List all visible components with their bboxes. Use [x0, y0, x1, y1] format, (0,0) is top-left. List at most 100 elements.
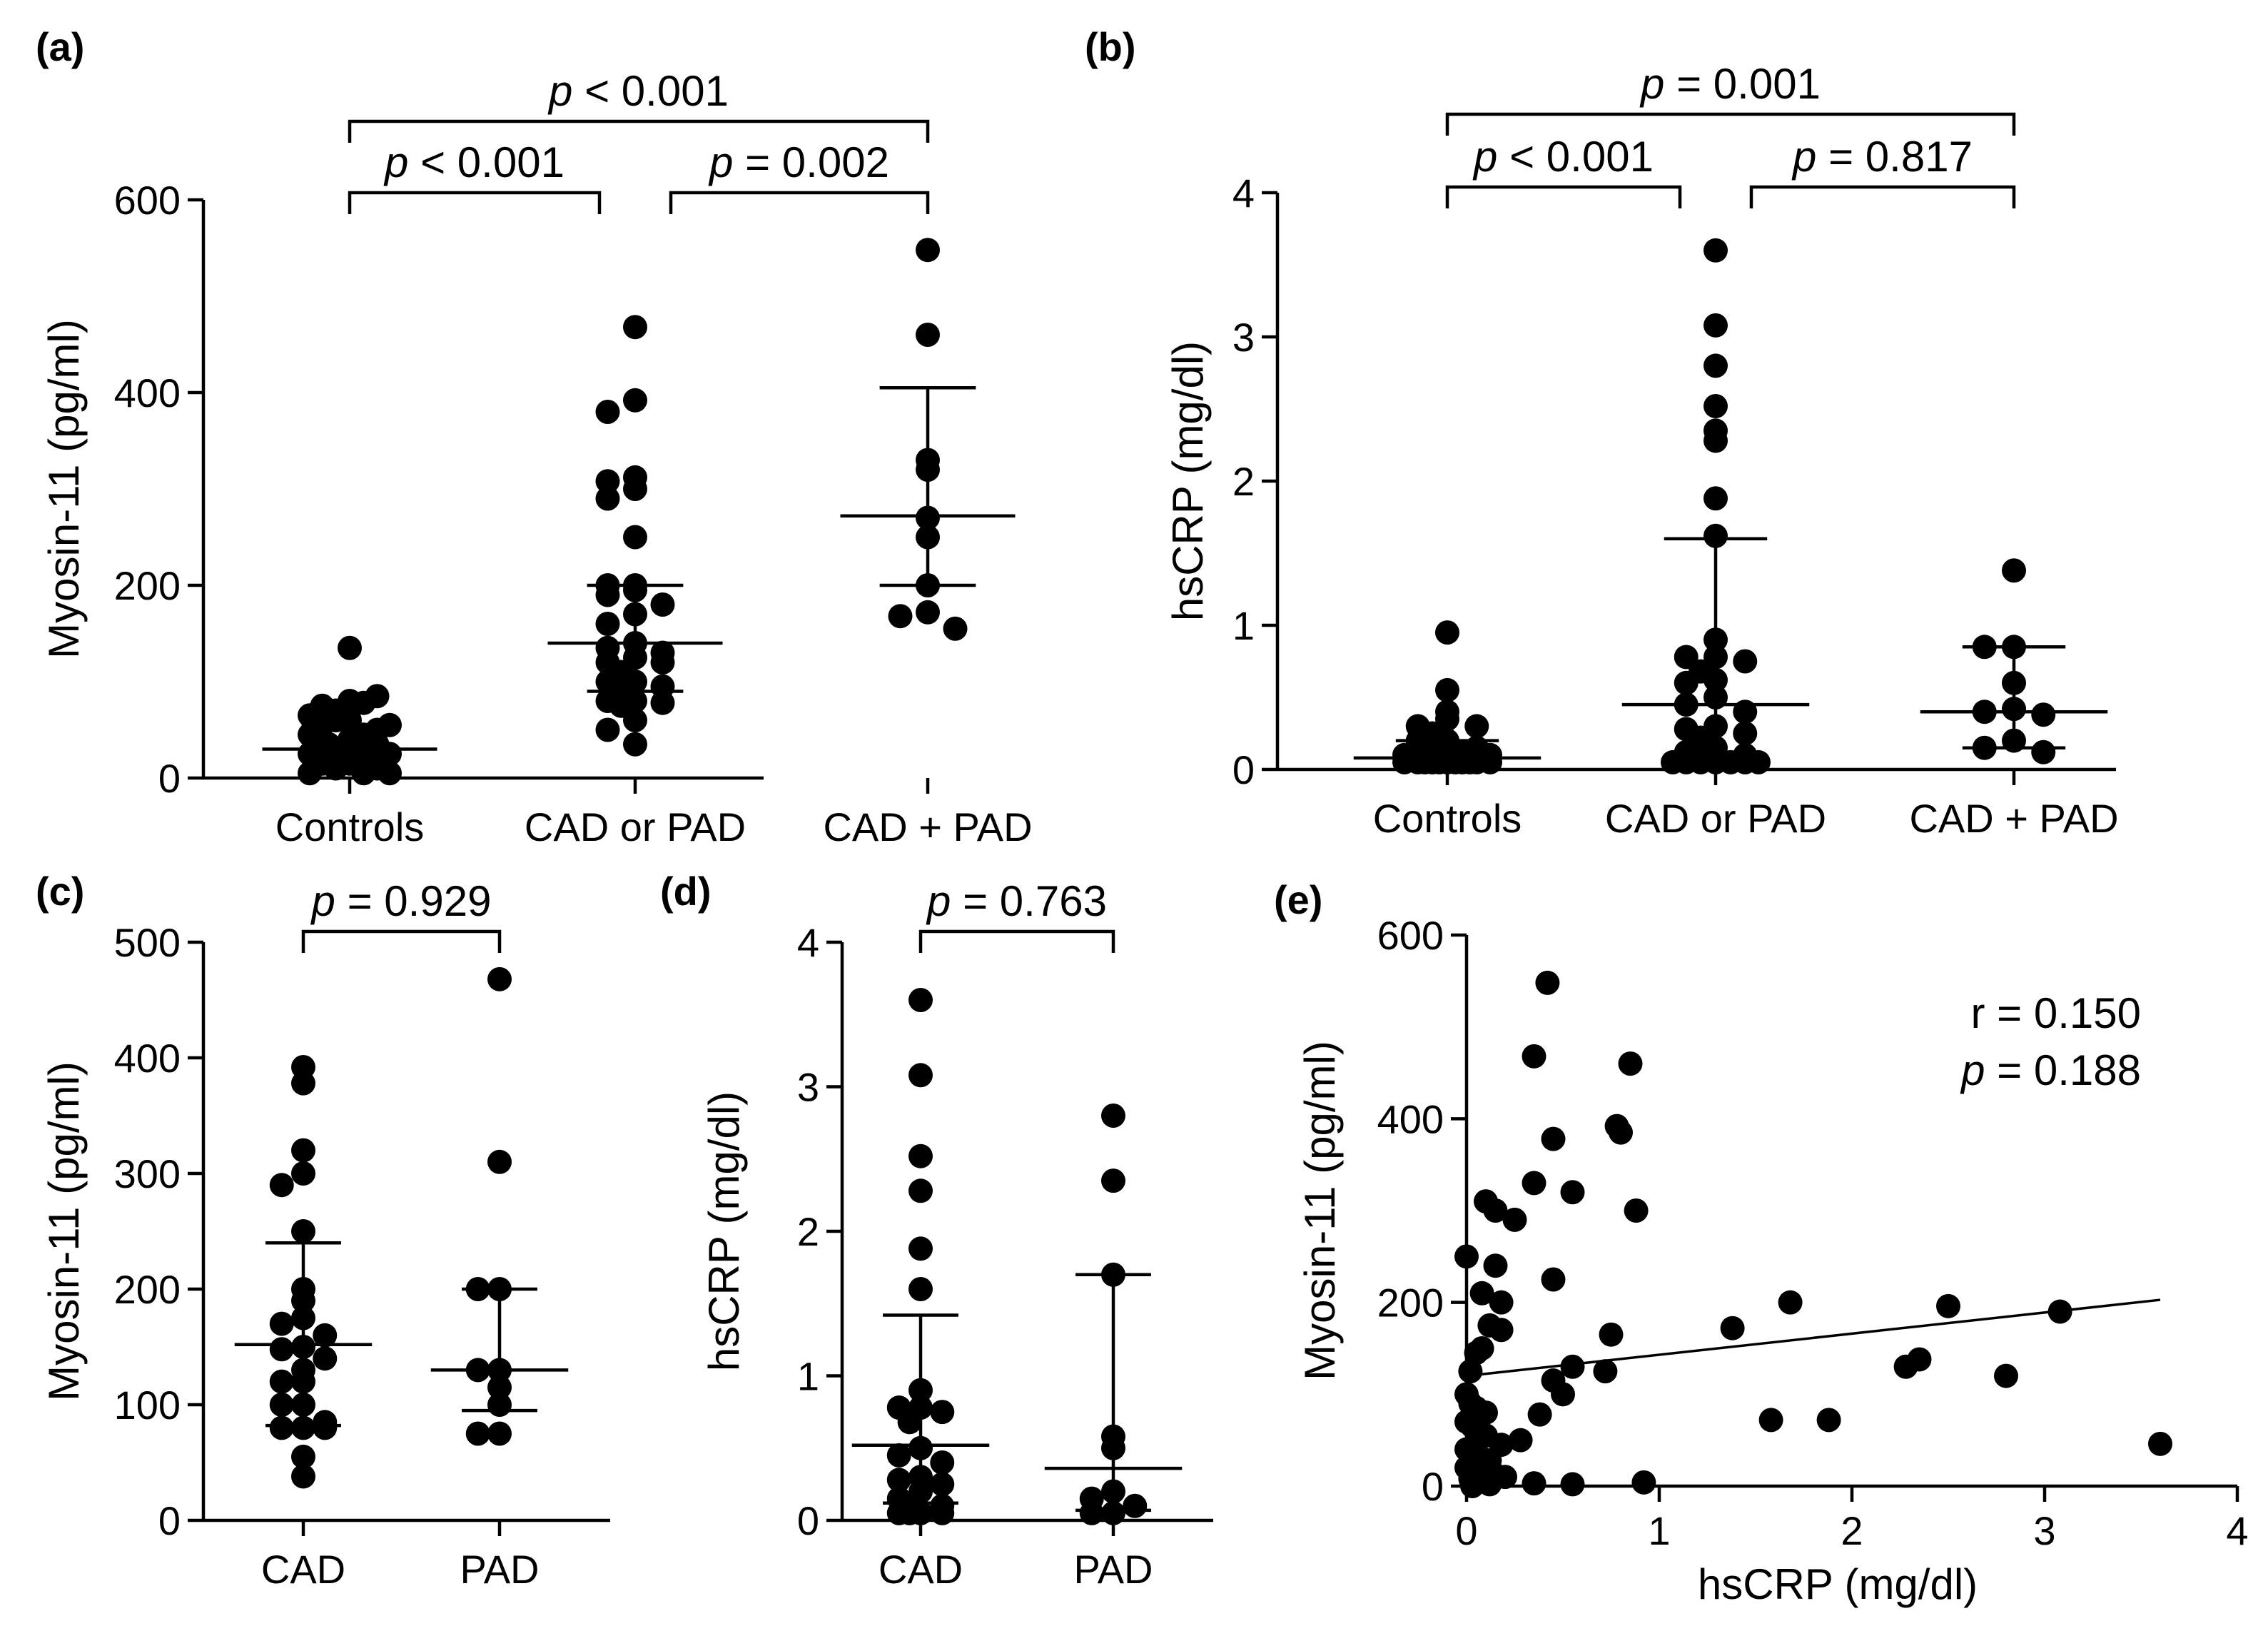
category-label: CAD — [261, 1547, 345, 1592]
data-point — [595, 582, 620, 607]
panel-label-c: (c) — [36, 869, 84, 914]
data-point — [916, 323, 940, 347]
panel-c: (c) 0 100 200 300 400 500 Myosin-11 (pg/ml) CAD P… — [36, 869, 610, 1592]
data-point — [1618, 1051, 1643, 1076]
data-point — [1560, 1180, 1585, 1205]
x-tick-label: 3 — [2033, 1508, 2055, 1553]
series-0 — [851, 988, 990, 1525]
data-point — [1703, 393, 1728, 418]
p-value: < 0.001 — [1497, 133, 1654, 181]
data-point — [291, 1161, 315, 1186]
y-tick-label: 400 — [114, 370, 181, 415]
data-point — [1435, 620, 1459, 645]
data-point — [1703, 313, 1728, 338]
p-value-label: p = 0.001 — [1639, 60, 1821, 108]
data-point — [916, 238, 940, 263]
data-point — [623, 315, 647, 340]
data-point — [1994, 1363, 2018, 1388]
data-point — [358, 742, 383, 767]
series-2 — [1920, 558, 2108, 764]
y-tick-label: 0 — [797, 1498, 819, 1543]
category-label: PAD — [460, 1547, 540, 1592]
data-point — [291, 1219, 315, 1243]
y-tick-label: 400 — [1377, 1096, 1444, 1141]
panel-label-a: (a) — [36, 24, 84, 69]
p-symbol: p — [1639, 60, 1664, 108]
data-point — [1489, 1318, 1514, 1343]
p-value-label: p = 0.002 — [708, 138, 889, 186]
y-tick-label: 1 — [1232, 603, 1255, 648]
data-point — [897, 1500, 922, 1525]
data-point — [269, 1311, 294, 1336]
data-point — [1435, 677, 1459, 702]
data-point — [908, 1143, 933, 1168]
y-tick-label: 200 — [114, 563, 181, 608]
y-axis-label: Myosin-11 (pg/ml) — [1296, 1041, 1344, 1380]
data-point — [930, 1472, 955, 1497]
data-point — [888, 604, 913, 629]
p-symbol: p — [708, 138, 733, 186]
data-point — [886, 1468, 911, 1493]
p-value: = 0.001 — [1664, 60, 1821, 108]
data-point — [2148, 1431, 2172, 1456]
data-point — [930, 1500, 955, 1525]
x-tick-label: 1 — [1648, 1508, 1670, 1553]
p-symbol: p — [383, 138, 408, 186]
data-point — [623, 525, 647, 550]
data-point — [1527, 1402, 1552, 1427]
data-point — [1478, 749, 1502, 774]
data-point — [269, 1337, 294, 1362]
correlation-r: r = 0.150 — [1970, 989, 2141, 1037]
data-point — [291, 1444, 315, 1469]
data-point — [908, 1277, 933, 1301]
data-point — [930, 1400, 955, 1425]
data-point — [1535, 970, 1560, 995]
p-value: = 0.929 — [335, 877, 492, 925]
data-point — [1758, 1408, 1783, 1433]
data-point — [1457, 749, 1482, 774]
significance-bracket — [1445, 185, 1682, 208]
data-point — [1560, 1354, 1585, 1379]
data-point — [595, 486, 620, 511]
data-point — [623, 477, 647, 501]
data-point — [650, 650, 675, 675]
data-point — [623, 708, 647, 732]
y-axis-label: Myosin-11 (pg/ml) — [40, 1061, 88, 1401]
data-point — [269, 1369, 294, 1394]
data-point — [269, 1415, 294, 1440]
data-point — [313, 1346, 338, 1371]
data-point — [595, 400, 620, 424]
data-point — [930, 1450, 955, 1475]
data-point — [1778, 1290, 1803, 1315]
x-axis-label: hsCRP (mg/dl) — [1698, 1560, 1978, 1608]
data-point — [1522, 1044, 1546, 1069]
data-point — [1483, 1253, 1508, 1278]
p-value: = 0.188 — [1985, 1046, 2141, 1094]
data-point — [1502, 1207, 1527, 1232]
data-point — [1522, 1471, 1546, 1496]
regression-line — [1466, 1298, 2161, 1378]
y-tick-label: 1 — [797, 1354, 819, 1399]
data-point — [351, 690, 376, 715]
data-point — [908, 1063, 933, 1088]
data-point — [2002, 558, 2026, 583]
data-point — [1703, 428, 1728, 453]
data-point — [1720, 1316, 1745, 1340]
y-tick-label: 4 — [1232, 171, 1255, 216]
x-tick-label: 2 — [1841, 1508, 1863, 1553]
y-tick-label: 300 — [114, 1151, 181, 1196]
data-point — [1599, 1322, 1624, 1347]
data-point — [1412, 749, 1437, 774]
p-value: < 0.001 — [572, 67, 729, 115]
data-point — [1508, 1428, 1533, 1453]
series-1 — [1044, 1104, 1183, 1525]
x-tick-label: 0 — [1455, 1508, 1477, 1553]
y-tick-label: 400 — [114, 1036, 181, 1081]
data-point — [1703, 523, 1728, 548]
y-tick-label: 0 — [158, 1498, 181, 1543]
p-value-label: p < 0.001 — [383, 138, 565, 186]
data-point — [487, 1421, 512, 1446]
panel-label-d: (d) — [660, 869, 712, 914]
series-0 — [1353, 620, 1541, 774]
series-1 — [547, 315, 723, 757]
